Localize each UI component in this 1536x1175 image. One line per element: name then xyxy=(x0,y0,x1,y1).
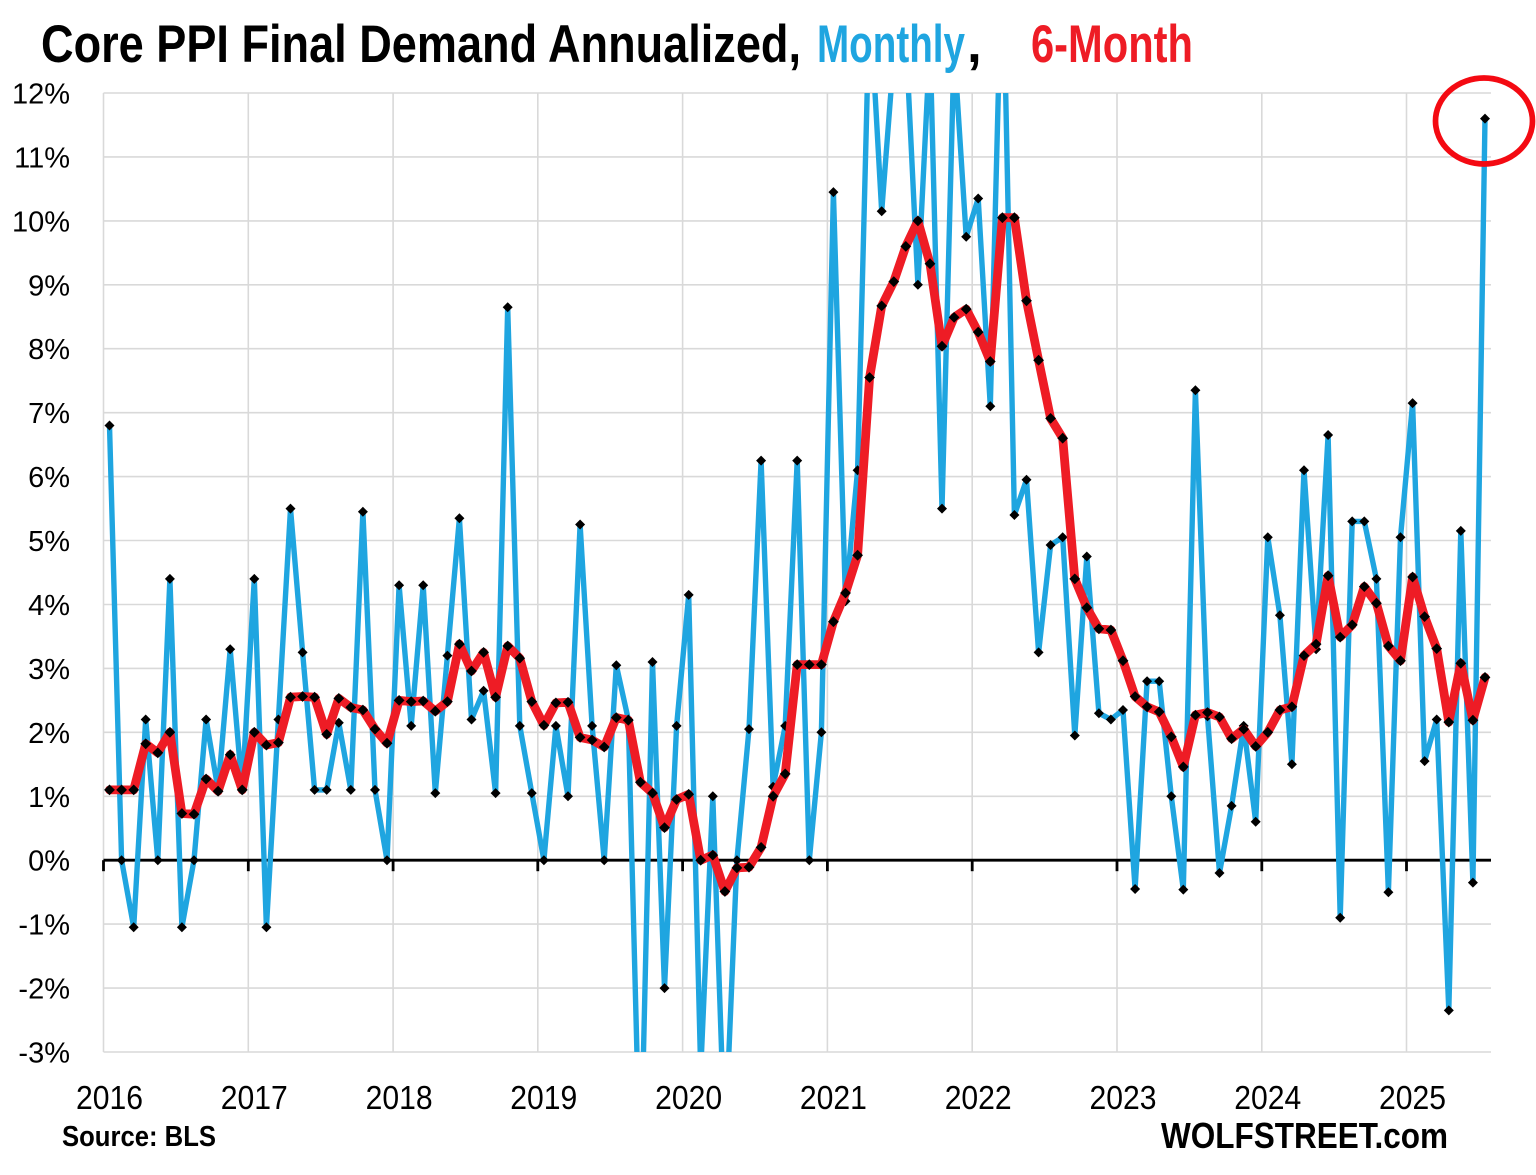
svg-text:3%: 3% xyxy=(28,654,70,686)
svg-text:2016: 2016 xyxy=(76,1079,143,1116)
svg-text:2025: 2025 xyxy=(1379,1079,1446,1116)
svg-text:-2%: -2% xyxy=(18,974,70,1006)
svg-text:-1%: -1% xyxy=(18,910,70,942)
svg-text:-3%: -3% xyxy=(18,1038,70,1070)
svg-text:Source: BLS: Source: BLS xyxy=(62,1121,216,1153)
svg-text:2021: 2021 xyxy=(800,1079,867,1116)
svg-text:5%: 5% xyxy=(28,526,70,558)
svg-text:2023: 2023 xyxy=(1090,1079,1157,1116)
svg-text:9%: 9% xyxy=(28,270,70,302)
svg-text:2019: 2019 xyxy=(510,1079,577,1116)
svg-text:6%: 6% xyxy=(28,462,70,494)
svg-text:11%: 11% xyxy=(14,142,70,174)
svg-text:2018: 2018 xyxy=(366,1079,433,1116)
svg-text:2022: 2022 xyxy=(945,1079,1012,1116)
svg-text:8%: 8% xyxy=(28,334,70,366)
svg-text:2024: 2024 xyxy=(1234,1079,1301,1116)
svg-text:10%: 10% xyxy=(12,206,70,238)
svg-text:2020: 2020 xyxy=(655,1079,722,1116)
svg-text:12%: 12% xyxy=(12,79,70,111)
svg-text:2%: 2% xyxy=(28,718,70,750)
svg-text:Monthly: Monthly xyxy=(817,15,965,74)
svg-text:6-Month: 6-Month xyxy=(1031,15,1193,74)
svg-text:0%: 0% xyxy=(28,846,70,878)
svg-text:,: , xyxy=(967,15,982,74)
svg-text:1%: 1% xyxy=(28,782,70,814)
svg-text:WOLFSTREET.com: WOLFSTREET.com xyxy=(1161,1115,1448,1156)
svg-text:4%: 4% xyxy=(28,590,70,622)
svg-text:Core PPI Final Demand Annualiz: Core PPI Final Demand Annualized, xyxy=(41,15,801,74)
svg-text:7%: 7% xyxy=(28,398,70,430)
svg-text:2017: 2017 xyxy=(221,1079,288,1116)
